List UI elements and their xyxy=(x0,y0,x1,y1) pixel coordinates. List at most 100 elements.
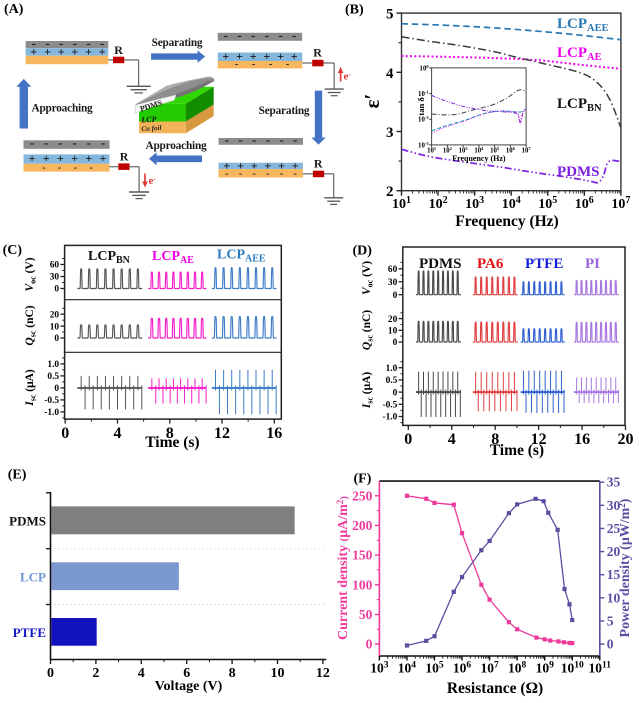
svg-text:tan δ: tan δ xyxy=(416,97,426,116)
svg-text:150: 150 xyxy=(352,548,373,563)
svg-text:0: 0 xyxy=(366,637,373,652)
svg-text:-: - xyxy=(225,132,229,147)
svg-text:2: 2 xyxy=(92,666,99,681)
svg-text:50: 50 xyxy=(359,607,373,622)
svg-text:-: - xyxy=(32,35,36,50)
svg-text:Frequency (Hz): Frequency (Hz) xyxy=(455,213,558,230)
svg-text:101: 101 xyxy=(427,146,437,155)
svg-text:104: 104 xyxy=(474,146,484,155)
svg-text:103: 103 xyxy=(459,146,469,155)
svg-text:PDMS: PDMS xyxy=(419,256,462,272)
svg-text:Approaching: Approaching xyxy=(32,103,94,115)
svg-text:PDMS: PDMS xyxy=(557,164,600,180)
svg-text:-: - xyxy=(225,168,228,179)
svg-text:16: 16 xyxy=(266,425,282,442)
svg-text:-: - xyxy=(278,28,282,43)
svg-text:+: + xyxy=(85,45,92,59)
svg-text:Cu foil: Cu foil xyxy=(141,124,161,133)
svg-text:15: 15 xyxy=(607,567,621,582)
svg-text:e-: e- xyxy=(344,71,352,83)
svg-text:+: + xyxy=(30,45,37,59)
svg-text:+: + xyxy=(223,158,230,172)
svg-text:Voltage (V): Voltage (V) xyxy=(155,679,223,694)
svg-text:+: + xyxy=(222,49,229,63)
svg-text:Isc (μA): Isc (μA) xyxy=(361,372,375,410)
svg-text:-: - xyxy=(265,28,269,43)
svg-text:10: 10 xyxy=(50,322,60,332)
svg-text:0: 0 xyxy=(393,291,398,301)
svg-text:-: - xyxy=(100,35,104,50)
svg-text:6: 6 xyxy=(183,666,190,681)
svg-text:30: 30 xyxy=(607,498,621,513)
svg-text:16: 16 xyxy=(574,431,590,448)
svg-text:+: + xyxy=(263,49,270,63)
svg-text:e-: e- xyxy=(149,175,157,187)
svg-text:LCP: LCP xyxy=(20,569,46,584)
svg-text:PA6: PA6 xyxy=(477,256,504,272)
svg-text:8: 8 xyxy=(229,666,236,681)
svg-text:35: 35 xyxy=(607,475,621,490)
svg-text:Frequency (Hz): Frequency (Hz) xyxy=(452,154,506,163)
svg-text:60: 60 xyxy=(388,265,398,275)
svg-text:R: R xyxy=(114,43,123,57)
svg-text:+: + xyxy=(58,45,65,59)
svg-text:+: + xyxy=(250,49,257,63)
svg-text:Voc (V): Voc (V) xyxy=(24,257,38,291)
svg-text:-: - xyxy=(280,168,283,179)
svg-text:Isc (μA): Isc (μA) xyxy=(24,369,38,407)
svg-text:100: 100 xyxy=(420,64,430,73)
svg-text:3: 3 xyxy=(386,125,394,141)
svg-text:10-2: 10-2 xyxy=(418,115,429,124)
svg-text:200: 200 xyxy=(352,518,373,533)
svg-text:Qsc (nC): Qsc (nC) xyxy=(24,305,38,345)
svg-text:30: 30 xyxy=(388,278,398,288)
svg-text:PI: PI xyxy=(585,256,600,272)
svg-text:106: 106 xyxy=(506,146,516,155)
svg-text:-: - xyxy=(253,168,256,179)
svg-text:5: 5 xyxy=(386,7,394,23)
svg-text:1.0: 1.0 xyxy=(386,364,398,374)
svg-text:Approaching: Approaching xyxy=(146,140,208,152)
svg-text:0: 0 xyxy=(47,666,54,681)
svg-text:-: - xyxy=(266,168,269,179)
svg-text:+: + xyxy=(44,45,51,59)
svg-text:(F): (F) xyxy=(354,472,372,487)
svg-text:-: - xyxy=(74,162,77,173)
svg-text:8: 8 xyxy=(491,431,499,448)
svg-text:100: 100 xyxy=(352,577,373,592)
svg-text:12: 12 xyxy=(531,431,547,448)
svg-text:+: + xyxy=(71,45,78,59)
svg-text:(C): (C) xyxy=(3,243,23,258)
svg-text:-1.0: -1.0 xyxy=(44,408,59,418)
svg-text:Time (s): Time (s) xyxy=(490,442,544,459)
svg-text:+: + xyxy=(99,151,106,165)
svg-text:-: - xyxy=(266,132,270,147)
svg-text:Qsc (nC): Qsc (nC) xyxy=(361,310,375,350)
svg-text:-: - xyxy=(101,135,105,150)
svg-text:-: - xyxy=(58,162,61,173)
svg-text:PTFE: PTFE xyxy=(525,256,563,272)
svg-text:-: - xyxy=(239,168,242,179)
svg-text:+: + xyxy=(29,151,36,165)
svg-text:-: - xyxy=(44,135,48,150)
svg-text:-: - xyxy=(72,135,76,150)
svg-text:-0.5: -0.5 xyxy=(44,396,59,406)
svg-text:-: - xyxy=(252,59,255,70)
svg-text:10-3: 10-3 xyxy=(418,141,429,150)
svg-text:10-1: 10-1 xyxy=(418,90,429,99)
svg-text:Resistance (Ω): Resistance (Ω) xyxy=(447,680,543,697)
svg-text:0: 0 xyxy=(54,334,59,344)
svg-text:+: + xyxy=(236,49,243,63)
svg-text:-: - xyxy=(30,135,34,150)
svg-text:-: - xyxy=(293,132,297,147)
svg-text:-: - xyxy=(252,132,256,147)
svg-text:0: 0 xyxy=(393,388,398,398)
svg-text:-: - xyxy=(89,162,92,173)
svg-text:4: 4 xyxy=(448,431,456,448)
svg-text:0: 0 xyxy=(404,431,412,448)
svg-text:+: + xyxy=(277,49,284,63)
svg-text:+: + xyxy=(278,158,285,172)
svg-text:Separating: Separating xyxy=(152,37,203,49)
svg-text:-: - xyxy=(42,162,45,173)
svg-text:105: 105 xyxy=(490,146,500,155)
